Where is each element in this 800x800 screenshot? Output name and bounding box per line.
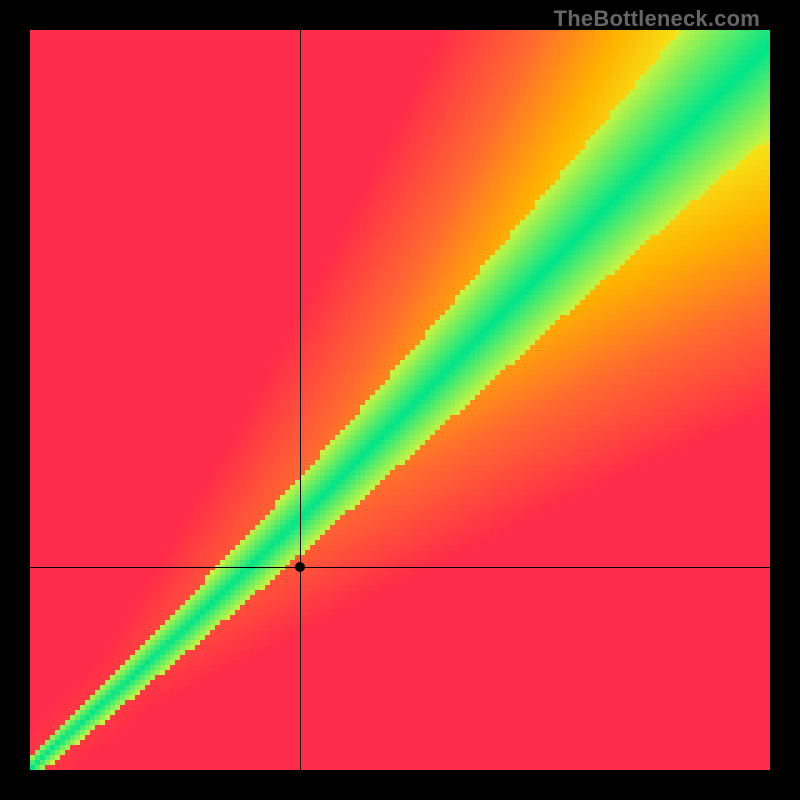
marker-dot xyxy=(295,562,305,572)
crosshair-vertical xyxy=(300,30,301,770)
watermark-text: TheBottleneck.com xyxy=(554,6,760,32)
heatmap-canvas xyxy=(30,30,770,770)
plot-area xyxy=(30,30,770,770)
crosshair-horizontal xyxy=(30,567,770,568)
